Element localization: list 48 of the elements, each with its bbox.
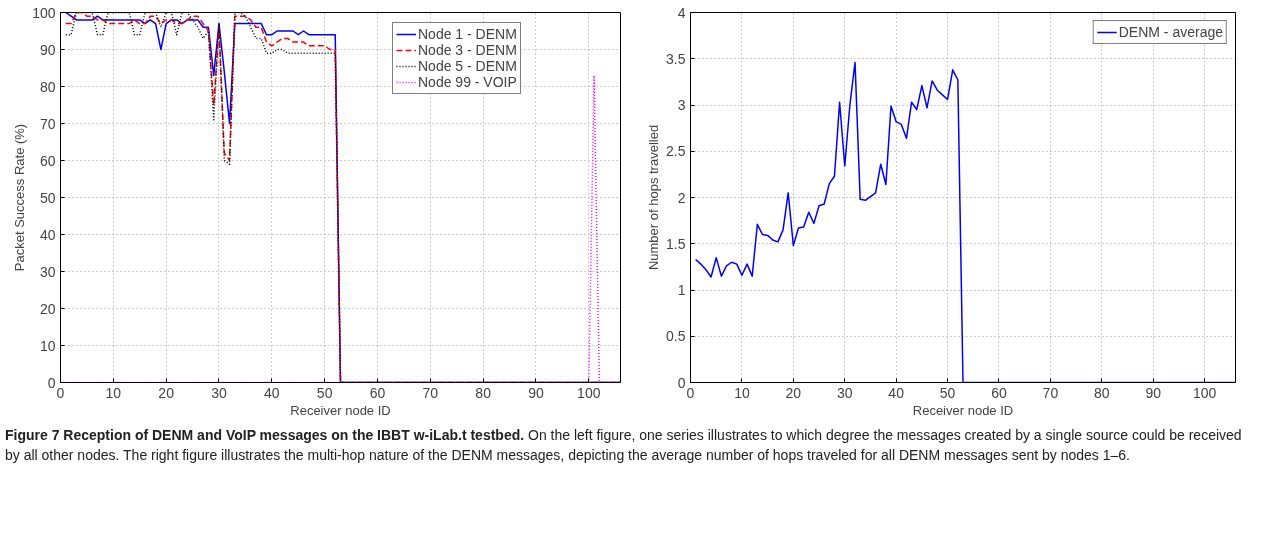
- y-axis-title: Packet Success Rate (%): [12, 123, 28, 272]
- y-tick-label: 20: [39, 300, 56, 317]
- y-axis-title: Number of hops travelled: [646, 124, 662, 271]
- y-tick-label: 80: [39, 78, 56, 95]
- y-tick-label: 3: [677, 97, 686, 113]
- x-tick-label: 100: [577, 384, 601, 401]
- x-tick-label: 10: [105, 384, 122, 401]
- x-tick-label: 30: [836, 384, 853, 401]
- x-tick-label: 60: [369, 384, 386, 401]
- y-tick-label: 50: [39, 189, 56, 206]
- y-tick-label: 4: [677, 4, 686, 21]
- y-tick-label: 10: [39, 337, 56, 354]
- y-tick-label: 70: [39, 115, 56, 132]
- y-tick-label: 40: [39, 226, 56, 243]
- y-tick-label: 1: [677, 282, 686, 298]
- legend-label: Node 3 - DENM: [418, 42, 517, 58]
- x-tick-label: 10: [734, 384, 750, 401]
- x-tick-label: 80: [475, 384, 492, 401]
- x-tick-label: 70: [422, 384, 439, 401]
- y-tick-label: 1.5: [666, 235, 686, 252]
- y-tick-label: 90: [39, 41, 56, 58]
- x-tick-label: 50: [939, 384, 956, 401]
- x-axis-title: Receiver node ID: [290, 402, 391, 418]
- y-tick-label: 100: [32, 4, 56, 21]
- legend-label: DENM - average: [1118, 24, 1223, 40]
- y-tick-label: 2.5: [666, 143, 686, 160]
- x-tick-label: 40: [264, 384, 280, 401]
- y-tick-label: 0.5: [666, 328, 686, 345]
- x-tick-label: 100: [1192, 384, 1217, 401]
- x-tick-label: 90: [528, 384, 544, 401]
- x-tick-label: 30: [211, 384, 227, 401]
- x-tick-label: 70: [1042, 384, 1059, 401]
- y-tick-label: 30: [39, 263, 56, 280]
- legend-label: Node 99 - VOIP: [418, 74, 517, 90]
- y-tick-label: 3.5: [666, 50, 686, 67]
- x-tick-label: 90: [1145, 384, 1162, 401]
- x-tick-label: 80: [1094, 384, 1110, 401]
- x-tick-label: 60: [991, 384, 1007, 401]
- x-tick-label: 20: [785, 384, 802, 401]
- x-tick-label: 50: [316, 384, 333, 401]
- x-tick-label: 40: [888, 384, 905, 401]
- caption: Figure 7 Reception of DENM and VoIP messages on the IBBT w-iLab.t testbed.: [5, 427, 525, 443]
- y-tick-label: 60: [39, 152, 56, 169]
- x-axis-title: Receiver node ID: [912, 402, 1014, 418]
- y-tick-label: 2: [677, 189, 686, 206]
- legend-label: Node 5 - DENM: [418, 58, 517, 74]
- x-tick-label: 20: [158, 384, 175, 401]
- legend-label: Node 1 - DENM: [418, 26, 517, 42]
